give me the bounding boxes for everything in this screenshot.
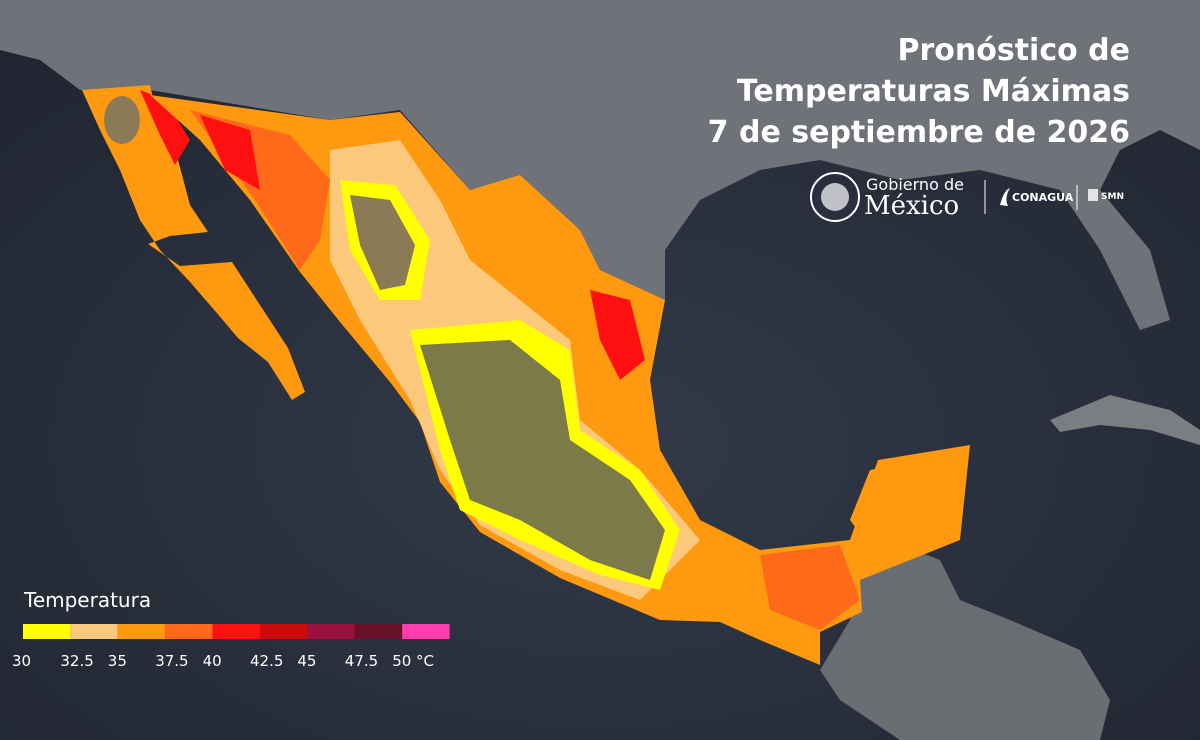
logo-text: CONAGUA bbox=[1012, 191, 1074, 204]
land-central-america bbox=[820, 545, 1110, 740]
legend-swatch bbox=[260, 624, 308, 639]
logo-text: SMN bbox=[1101, 192, 1124, 202]
legend-swatch bbox=[354, 624, 403, 639]
land-cuba bbox=[1050, 395, 1200, 445]
title-line: 7 de septiembre de 2026 bbox=[708, 115, 1130, 150]
legend-swatch bbox=[307, 624, 355, 639]
title-line: Temperaturas Máximas bbox=[737, 74, 1130, 109]
baja-california bbox=[82, 85, 305, 400]
legend-label: 47.5 bbox=[345, 652, 378, 670]
title-line: Pronóstico de bbox=[898, 33, 1131, 68]
legend-swatch bbox=[165, 624, 213, 639]
legend-label: 45 bbox=[297, 652, 316, 670]
legend-swatch bbox=[402, 624, 450, 639]
heat-zone bbox=[200, 115, 260, 190]
legend-swatch bbox=[212, 624, 260, 639]
highland bbox=[104, 96, 140, 144]
legend-label: 32.5 bbox=[60, 652, 93, 670]
legend-swatch bbox=[23, 624, 71, 639]
heat-zone bbox=[140, 90, 190, 165]
legend-title: Temperatura bbox=[23, 588, 151, 612]
yucatan bbox=[850, 455, 960, 560]
emblem bbox=[821, 183, 849, 211]
logo-text: Gobierno de bbox=[866, 175, 964, 194]
logo-text: México bbox=[864, 191, 959, 221]
legend-label: 50 °C bbox=[392, 652, 434, 670]
legend-label: 40 bbox=[203, 652, 222, 670]
legend-label: 30 bbox=[12, 652, 31, 670]
heat-zone bbox=[590, 290, 645, 380]
icon bbox=[1000, 188, 1010, 206]
legend-swatch bbox=[117, 624, 166, 639]
icon bbox=[1088, 189, 1098, 201]
legend-label: 42.5 bbox=[250, 652, 283, 670]
land-north bbox=[0, 0, 1200, 330]
highland bbox=[420, 340, 665, 580]
legend-label: 35 bbox=[108, 652, 127, 670]
legend-swatch bbox=[70, 624, 118, 639]
heat-zone bbox=[760, 545, 860, 630]
legend: Temperatura 30 32.5 35 37.5 40 42.5 45 47.5 50 °… bbox=[12, 588, 450, 670]
highland bbox=[350, 195, 415, 290]
legend-label: 37.5 bbox=[155, 652, 188, 670]
emblem bbox=[810, 172, 860, 222]
